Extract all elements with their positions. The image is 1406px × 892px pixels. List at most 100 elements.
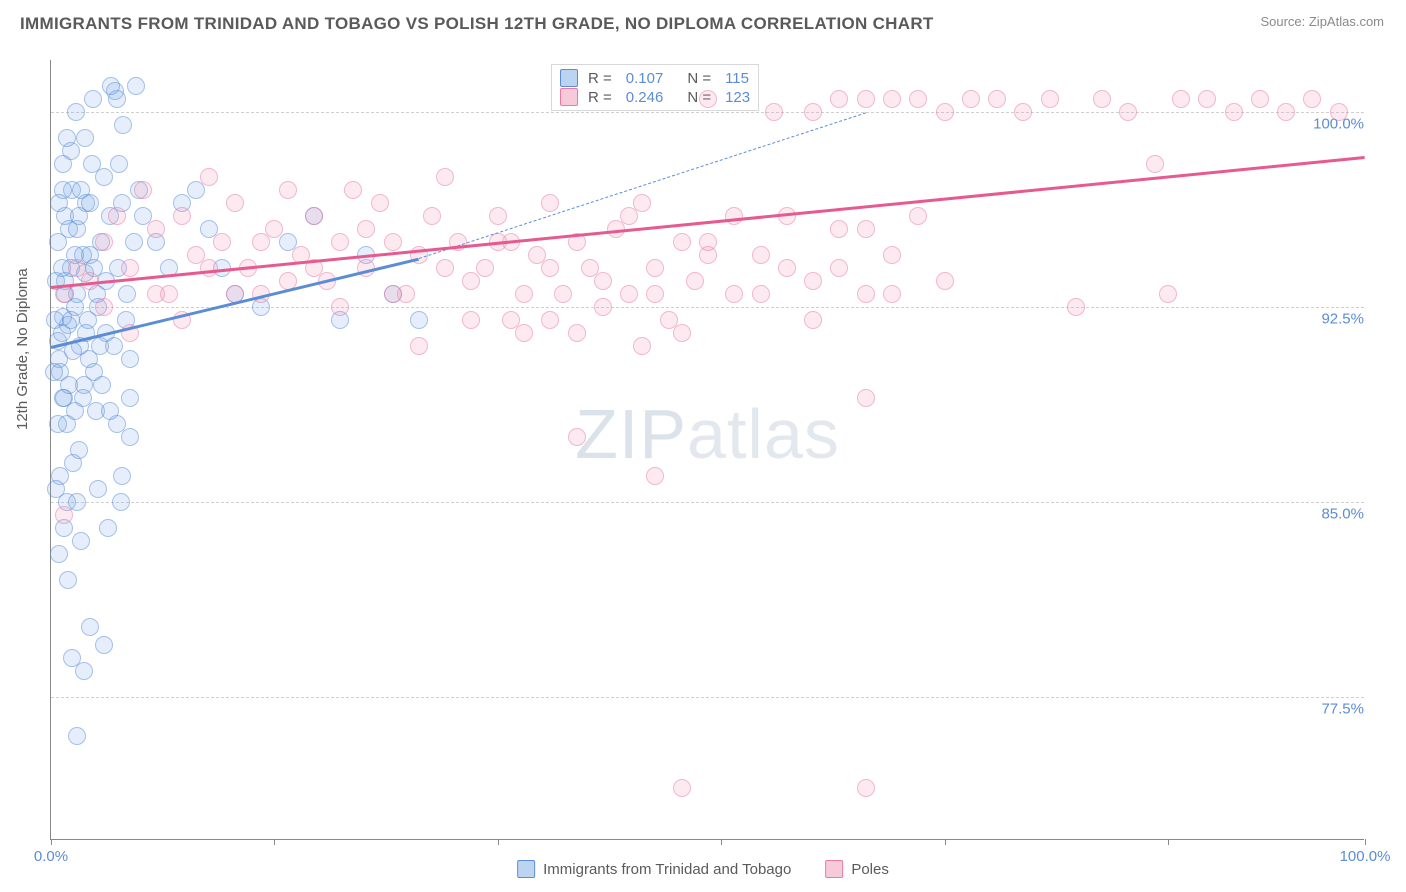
- scatter-point-b: [95, 298, 113, 316]
- scatter-point-b: [804, 311, 822, 329]
- x-tick-mark: [1168, 839, 1169, 845]
- scatter-point-a: [47, 480, 65, 498]
- scatter-point-b: [436, 259, 454, 277]
- scatter-point-a: [105, 337, 123, 355]
- scatter-point-a: [83, 155, 101, 173]
- scatter-point-a: [101, 402, 119, 420]
- scatter-point-b: [1172, 90, 1190, 108]
- watermark: ZIPatlas: [575, 394, 840, 474]
- scatter-point-b: [121, 259, 139, 277]
- scatter-point-a: [54, 155, 72, 173]
- scatter-point-a: [58, 129, 76, 147]
- scatter-point-a: [72, 532, 90, 550]
- scatter-point-b: [554, 285, 572, 303]
- stat-r-value: 0.107: [626, 70, 664, 87]
- legend-item: Immigrants from Trinidad and Tobago: [517, 860, 791, 878]
- scatter-point-b: [423, 207, 441, 225]
- scatter-point-a: [50, 545, 68, 563]
- scatter-point-b: [830, 259, 848, 277]
- scatter-point-b: [108, 207, 126, 225]
- stat-n-value: 115: [725, 70, 749, 87]
- scatter-point-b: [489, 207, 507, 225]
- scatter-point-b: [673, 324, 691, 342]
- plot-area: ZIPatlas R =0.107N =115R =0.246N =123 77…: [50, 60, 1364, 840]
- scatter-point-b: [226, 194, 244, 212]
- scatter-point-b: [778, 259, 796, 277]
- scatter-point-b: [147, 220, 165, 238]
- scatter-point-b: [1146, 155, 1164, 173]
- y-axis-label: 12th Grade, No Diploma: [14, 268, 31, 430]
- scatter-point-b: [673, 233, 691, 251]
- scatter-point-b: [357, 220, 375, 238]
- scatter-point-b: [620, 285, 638, 303]
- scatter-point-a: [59, 571, 77, 589]
- scatter-point-b: [830, 220, 848, 238]
- y-tick-label: 77.5%: [1319, 701, 1366, 718]
- scatter-point-a: [102, 77, 120, 95]
- stat-swatch: [560, 88, 578, 106]
- scatter-point-a: [81, 194, 99, 212]
- scatter-point-b: [936, 272, 954, 290]
- scatter-point-b: [95, 233, 113, 251]
- scatter-point-b: [804, 272, 822, 290]
- scatter-point-a: [62, 311, 80, 329]
- scatter-point-b: [305, 207, 323, 225]
- scatter-point-b: [331, 233, 349, 251]
- scatter-point-a: [45, 363, 63, 381]
- scatter-point-a: [68, 727, 86, 745]
- x-tick-label: 100.0%: [1340, 848, 1391, 865]
- scatter-point-b: [55, 506, 73, 524]
- scatter-point-b: [804, 103, 822, 121]
- scatter-point-b: [765, 103, 783, 121]
- scatter-point-b: [1159, 285, 1177, 303]
- scatter-point-b: [594, 298, 612, 316]
- trend-line: [419, 112, 866, 259]
- scatter-point-b: [213, 233, 231, 251]
- scatter-point-a: [76, 129, 94, 147]
- scatter-point-a: [70, 441, 88, 459]
- scatter-point-b: [568, 324, 586, 342]
- chart-title: IMMIGRANTS FROM TRINIDAD AND TOBAGO VS P…: [20, 14, 934, 34]
- scatter-point-b: [1277, 103, 1295, 121]
- scatter-point-a: [410, 311, 428, 329]
- scatter-point-b: [699, 233, 717, 251]
- gridline-h: [51, 307, 1364, 308]
- scatter-point-b: [134, 181, 152, 199]
- stat-r-label: R =: [588, 70, 612, 87]
- scatter-point-b: [1198, 90, 1216, 108]
- legend-swatch: [825, 860, 843, 878]
- scatter-point-b: [673, 779, 691, 797]
- gridline-h: [51, 112, 1364, 113]
- scatter-point-b: [1093, 90, 1111, 108]
- scatter-point-b: [200, 168, 218, 186]
- scatter-point-a: [99, 519, 117, 537]
- scatter-point-a: [95, 636, 113, 654]
- scatter-point-a: [93, 376, 111, 394]
- gridline-h: [51, 697, 1364, 698]
- scatter-point-b: [620, 207, 638, 225]
- scatter-point-a: [80, 350, 98, 368]
- scatter-point-a: [127, 77, 145, 95]
- y-tick-label: 85.0%: [1319, 506, 1366, 523]
- scatter-point-b: [173, 207, 191, 225]
- scatter-point-b: [883, 246, 901, 264]
- source-label: Source: ZipAtlas.com: [1260, 14, 1384, 29]
- stat-n-label: N =: [687, 70, 711, 87]
- legend-item: Poles: [825, 860, 889, 878]
- scatter-point-a: [89, 480, 107, 498]
- scatter-point-b: [752, 246, 770, 264]
- y-tick-label: 92.5%: [1319, 311, 1366, 328]
- scatter-point-b: [725, 285, 743, 303]
- x-tick-mark: [274, 839, 275, 845]
- scatter-point-b: [568, 428, 586, 446]
- scatter-point-b: [1067, 298, 1085, 316]
- scatter-point-b: [883, 285, 901, 303]
- scatter-point-b: [541, 194, 559, 212]
- scatter-point-a: [118, 285, 136, 303]
- legend: Immigrants from Trinidad and Tobago Poles: [517, 860, 889, 878]
- scatter-point-a: [67, 103, 85, 121]
- scatter-point-a: [49, 415, 67, 433]
- scatter-point-b: [830, 90, 848, 108]
- scatter-point-a: [125, 233, 143, 251]
- scatter-point-b: [1225, 103, 1243, 121]
